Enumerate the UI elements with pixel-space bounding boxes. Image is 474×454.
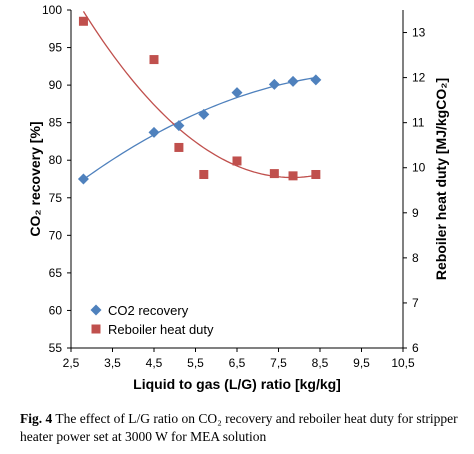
right-y-tick-label: 12	[412, 71, 426, 85]
right-y-tick-label: 10	[412, 161, 426, 175]
right-y-tick-label: 6	[412, 341, 419, 355]
right-y-axis-title: Reboiler heat duty [MJ/kgCO₂]	[433, 78, 449, 280]
reboiler-heat-duty-point	[288, 171, 298, 181]
legend: CO2 recovery Reboiler heat duty	[90, 303, 214, 337]
x-axis-title: Liquid to gas (L/G) ratio [kg/kg]	[133, 376, 341, 392]
co2-recovery-point	[148, 126, 160, 138]
co2-recovery-point	[287, 75, 299, 87]
figure-label: Fig. 4	[20, 411, 53, 426]
right-y-tick-label: 7	[412, 296, 419, 310]
legend-label-co2-recovery: CO2 recovery	[108, 303, 189, 318]
reboiler-heat-duty-point	[78, 16, 88, 26]
x-tick-label: 10,5	[391, 356, 415, 370]
trend-lines	[82, 11, 316, 181]
legend-marker-co2-recovery	[90, 304, 102, 316]
left-y-tick-label: 95	[49, 41, 63, 55]
x-ticks: 2,5 3,5 4,5 5,5 6,5 7,5 8,5 9,5 10,5	[63, 348, 415, 370]
co2-recovery-point	[173, 120, 185, 132]
right-y-ticks: 6 7 8 9 10 11 12 13	[403, 26, 426, 355]
x-tick-label: 3,5	[104, 356, 121, 370]
reboiler-heat-duty-point	[174, 142, 184, 152]
axes	[70, 10, 404, 349]
x-tick-label: 7,5	[270, 356, 287, 370]
reboiler-heat-duty-point	[269, 169, 279, 179]
trend-line-co2-recovery	[83, 76, 316, 181]
left-y-tick-label: 70	[49, 228, 63, 242]
co2-recovery-point	[77, 173, 89, 185]
figure-caption: Fig. 4 The effect of L/G ratio on CO₂ re…	[20, 410, 460, 446]
legend-marker-reboiler-heat-duty	[91, 324, 101, 334]
reboiler-heat-duty-point	[199, 169, 209, 179]
legend-label-reboiler-heat-duty: Reboiler heat duty	[108, 322, 214, 337]
left-y-tick-label: 100	[42, 3, 62, 17]
right-y-tick-label: 13	[412, 26, 426, 40]
trend-line-reboiler-heat-duty	[82, 11, 316, 179]
reboiler-heat-duty-point	[311, 169, 321, 179]
reboiler-heat-duty-point	[149, 55, 159, 65]
left-y-tick-label: 90	[49, 78, 63, 92]
right-y-tick-label: 11	[412, 116, 425, 130]
right-y-tick-label: 8	[412, 251, 419, 265]
left-y-tick-label: 60	[49, 303, 63, 317]
co2-recovery-point	[198, 108, 210, 120]
x-tick-label: 6,5	[229, 356, 246, 370]
caption-text: The effect of L/G ratio on CO₂ recovery …	[20, 411, 458, 444]
x-tick-label: 5,5	[187, 356, 204, 370]
left-y-tick-label: 80	[49, 153, 63, 167]
left-y-tick-label: 85	[49, 116, 63, 130]
chart: 2,5 3,5 4,5 5,5 6,5 7,5 8,5 9,5 10,5 55 60 65 70 75 8…	[27, 3, 449, 392]
x-tick-label: 9,5	[353, 356, 370, 370]
left-y-axis-title: CO₂ recovery [%]	[27, 121, 43, 236]
left-y-tick-label: 55	[49, 341, 63, 355]
co2-recovery-point	[231, 87, 243, 99]
reboiler-heat-duty-point	[232, 156, 242, 166]
x-tick-label: 8,5	[312, 356, 329, 370]
co2-recovery-point	[268, 78, 280, 90]
right-y-tick-label: 9	[412, 206, 419, 220]
data-points	[77, 16, 322, 185]
left-y-tick-label: 75	[49, 191, 63, 205]
co2-recovery-point	[310, 74, 322, 86]
x-tick-label: 4,5	[146, 356, 163, 370]
x-tick-label: 2,5	[63, 356, 80, 370]
left-y-ticks: 55 60 65 70 75 80 85 90 95 100	[42, 3, 71, 355]
left-y-tick-label: 65	[49, 266, 63, 280]
